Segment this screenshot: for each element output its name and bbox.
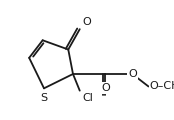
Text: O–CH₃: O–CH₃ (150, 81, 174, 91)
Text: O: O (82, 17, 91, 27)
Text: S: S (40, 93, 48, 103)
Text: O: O (128, 69, 137, 79)
Text: O: O (101, 83, 110, 93)
Text: Cl: Cl (82, 93, 93, 103)
